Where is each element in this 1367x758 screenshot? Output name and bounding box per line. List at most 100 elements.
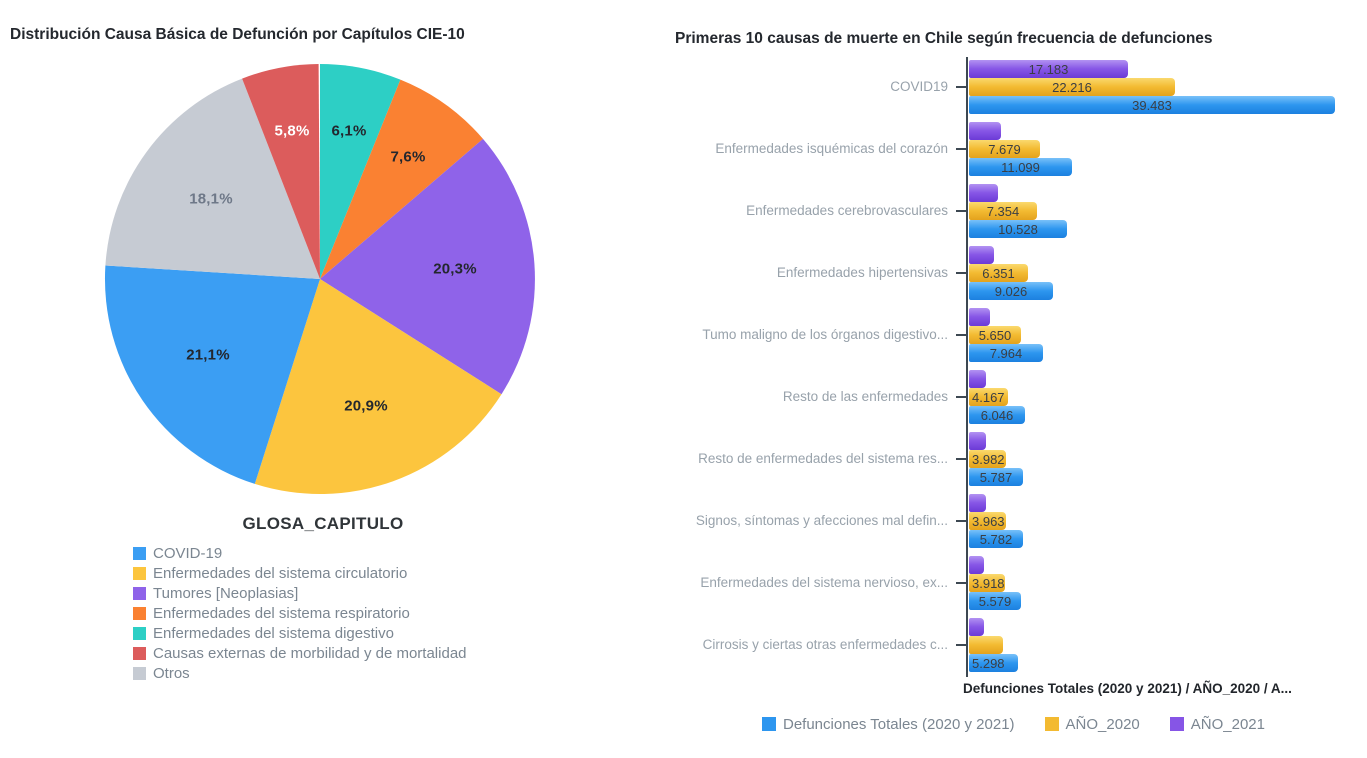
pie-legend-item[interactable]: Enfermedades del sistema digestivo	[133, 623, 513, 643]
pie-chart-title: Distribución Causa Básica de Defunción p…	[10, 26, 465, 43]
pie-legend-title: GLOSA_CAPITULO	[242, 514, 404, 533]
category-label: Tumo maligno de los órganos digestivo...	[702, 327, 948, 342]
bar-y2020[interactable]: 7.679	[969, 140, 1040, 158]
pie-legend-item[interactable]: Tumores [Neoplasias]	[133, 583, 513, 603]
bar-y2020[interactable]: 3.982	[969, 450, 1006, 468]
bar-legend-item[interactable]: AÑO_2020	[1044, 712, 1140, 736]
legend-swatch	[1044, 717, 1059, 731]
bar-value-label: 5.650	[978, 327, 1012, 343]
legend-label: Defunciones Totales (2020 y 2021)	[783, 715, 1015, 733]
pie-legend-item[interactable]: Otros	[133, 663, 513, 683]
axis-tick	[956, 210, 966, 212]
bar-value-label: 3.963	[972, 513, 1005, 529]
bar-total[interactable]: 5.298	[969, 654, 1018, 672]
bar-total[interactable]: 9.026	[969, 282, 1053, 300]
bar-total[interactable]: 5.787	[969, 468, 1023, 486]
pie-slice-4[interactable]	[254, 279, 502, 495]
axis-tick	[956, 148, 966, 150]
legend-label: AÑO_2021	[1190, 715, 1265, 733]
bar-value-label: 9.026	[994, 283, 1028, 299]
legend-label: Tumores [Neoplasias]	[153, 584, 299, 602]
bar-value-label: 5.782	[979, 531, 1013, 547]
legend-label: COVID-19	[153, 544, 223, 562]
pie-legend-item[interactable]: COVID-19	[133, 543, 513, 563]
bar-value-label: 22.216	[1052, 79, 1092, 95]
pie-legend-item[interactable]: Enfermedades del sistema circulatorio	[133, 563, 513, 583]
bar-total[interactable]: 6.046	[969, 406, 1025, 424]
legend-swatch	[133, 666, 146, 680]
category-label: Enfermedades hipertensivas	[776, 265, 948, 280]
bar-y2021[interactable]	[969, 308, 990, 326]
category-label: Enfermedades isquémicas del corazón	[715, 141, 948, 156]
bar-y2020[interactable]: 3.918	[969, 574, 1005, 592]
pie-slice-3[interactable]	[320, 138, 535, 395]
bar-y2021[interactable]	[969, 494, 986, 512]
pie-legend-items: COVID-19 Enfermedades del sistema circula…	[133, 543, 513, 683]
pie-slice-7[interactable]	[242, 64, 320, 279]
bar-legend-item[interactable]: AÑO_2021	[1169, 712, 1265, 736]
x-axis-label: Defunciones Totales (2020 y 2021) / AÑO_…	[963, 681, 1292, 696]
bar-value-label: 11.099	[1001, 159, 1040, 175]
bar-value-label: 7.679	[988, 141, 1021, 157]
bar-y2021[interactable]	[969, 246, 994, 264]
legend-swatch	[1169, 717, 1184, 731]
axis-tick	[956, 334, 966, 336]
bar-y2020[interactable]: 22.216	[969, 78, 1175, 96]
category-label: Enfermedades cerebrovasculares	[746, 203, 948, 218]
legend-swatch	[133, 566, 146, 580]
category-label: Resto de enfermedades del sistema res...	[698, 451, 948, 466]
bar-y2021[interactable]	[969, 618, 984, 636]
axis-tick	[956, 458, 966, 460]
axis-tick	[956, 86, 966, 88]
legend-label: Enfermedades del sistema respiratorio	[153, 604, 410, 622]
pie-slice-1[interactable]	[320, 64, 401, 279]
category-label: Enfermedades del sistema nervioso, ex...	[700, 575, 948, 590]
legend-label: AÑO_2020	[1065, 715, 1140, 733]
bar-value-label: 7.964	[989, 345, 1023, 361]
bar-value-label: 6.351	[982, 265, 1015, 281]
bar-value-label: 5.298	[972, 655, 1005, 671]
category-label: Signos, síntomas y afecciones mal defin.…	[695, 513, 948, 528]
legend-swatch	[133, 646, 146, 660]
bar-total[interactable]: 10.528	[969, 220, 1067, 238]
bar-total[interactable]: 11.099	[969, 158, 1072, 176]
bar-y2020[interactable]: 6.351	[969, 264, 1028, 282]
bar-value-label: 4.167	[972, 389, 1005, 405]
bar-y2020[interactable]: 3.963	[969, 512, 1006, 530]
bar-value-label: 3.982	[972, 451, 1005, 467]
bar-y2021[interactable]	[969, 370, 986, 388]
pie-slice-5[interactable]	[104, 265, 321, 484]
bar-y2021[interactable]	[969, 184, 998, 202]
bar-y2020[interactable]: 7.354	[969, 202, 1037, 220]
legend-label: Otros	[153, 664, 190, 682]
legend-swatch	[133, 546, 146, 560]
category-label: Resto de las enfermedades	[782, 389, 948, 404]
pie-legend: GLOSA_CAPITULO COVID-19 Enfermedades del …	[133, 514, 513, 683]
bar-y2021[interactable]	[969, 556, 984, 574]
bar-total[interactable]: 7.964	[969, 344, 1043, 362]
pie-chart: 6,1% 7,6% 20,3% 20,9% 21,1% 18,1% 5,8%	[104, 63, 536, 495]
bar-y2021[interactable]	[969, 432, 986, 450]
axis-tick	[956, 582, 966, 584]
pie-legend-item[interactable]: Enfermedades del sistema respiratorio	[133, 603, 513, 623]
axis-tick	[956, 272, 966, 274]
bar-y2020[interactable]: 4.167	[969, 388, 1008, 406]
bar-y2020[interactable]: 5.650	[969, 326, 1021, 344]
pie-svg	[104, 64, 535, 495]
bar-value-label: 6.046	[980, 407, 1014, 423]
bar-total[interactable]: 5.579	[969, 592, 1021, 610]
bar-value-label: 17.183	[1028, 61, 1069, 77]
bar-legend-item[interactable]: Defunciones Totales (2020 y 2021)	[762, 712, 1015, 736]
bar-y2020[interactable]	[969, 636, 1003, 654]
bar-y2021[interactable]: 17.183	[969, 60, 1128, 78]
bar-total[interactable]: 5.782	[969, 530, 1023, 548]
bar-y2021[interactable]	[969, 122, 1001, 140]
pie-slice-6[interactable]	[105, 78, 321, 279]
legend-label: Causas externas de morbilidad y de morta…	[153, 644, 467, 662]
y-axis-line	[966, 57, 968, 677]
axis-tick	[956, 644, 966, 646]
bar-total[interactable]: 39.483	[969, 96, 1335, 114]
pie-slice-2[interactable]	[320, 79, 483, 279]
pie-legend-item[interactable]: Causas externas de morbilidad y de morta…	[133, 643, 513, 663]
